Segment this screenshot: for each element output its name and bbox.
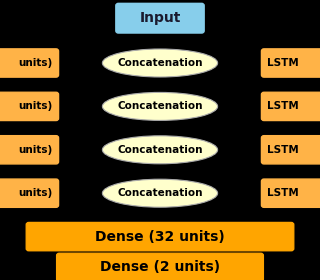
Text: Concatenation: Concatenation [117,101,203,111]
FancyBboxPatch shape [0,49,59,77]
Text: LSTM: LSTM [267,145,299,155]
Text: LSTM: LSTM [267,58,299,68]
Ellipse shape [102,49,218,77]
Ellipse shape [102,136,218,164]
Text: Concatenation: Concatenation [117,188,203,198]
Text: units): units) [19,188,53,198]
FancyBboxPatch shape [57,253,263,280]
Text: units): units) [19,101,53,111]
FancyBboxPatch shape [26,222,294,251]
Ellipse shape [102,179,218,207]
Text: Dense (2 units): Dense (2 units) [100,260,220,274]
FancyBboxPatch shape [261,49,320,77]
Text: Dense (32 units): Dense (32 units) [95,230,225,244]
FancyBboxPatch shape [116,3,204,33]
FancyBboxPatch shape [261,179,320,207]
Text: LSTM: LSTM [267,101,299,111]
FancyBboxPatch shape [261,136,320,164]
Text: Input: Input [139,11,181,25]
FancyBboxPatch shape [0,179,59,207]
FancyBboxPatch shape [0,136,59,164]
FancyBboxPatch shape [261,92,320,120]
Ellipse shape [102,92,218,120]
Text: units): units) [19,145,53,155]
Text: units): units) [19,58,53,68]
Text: Concatenation: Concatenation [117,145,203,155]
FancyBboxPatch shape [0,92,59,120]
Text: LSTM: LSTM [267,188,299,198]
Text: Concatenation: Concatenation [117,58,203,68]
